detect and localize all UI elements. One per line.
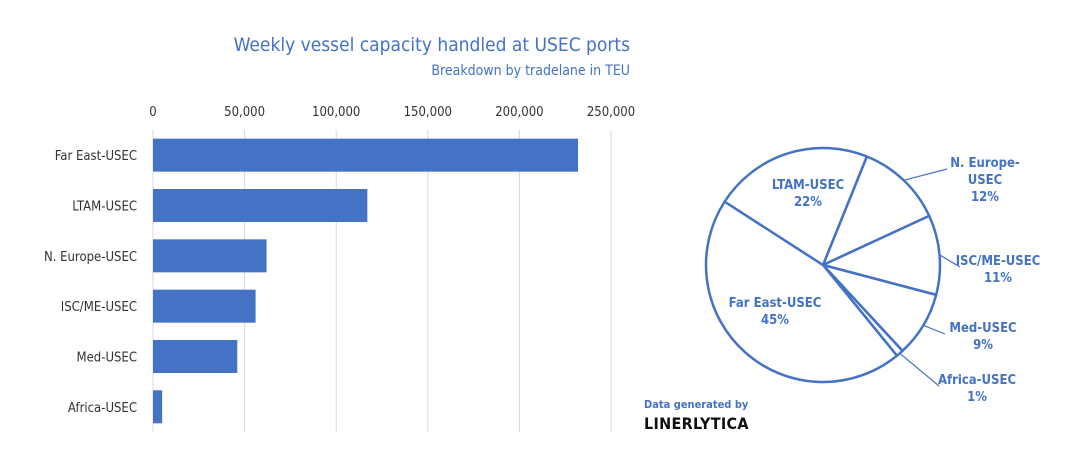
leader-line	[903, 168, 948, 181]
pie-slice	[821, 263, 938, 353]
pie-slice-percent: 45%	[761, 313, 789, 328]
bar	[153, 239, 267, 273]
leader-line	[939, 254, 961, 268]
category-label: Africa-USEC	[68, 401, 137, 416]
pie-slice-percent: 12%	[971, 190, 999, 205]
category-label: Far East-USEC	[55, 149, 137, 164]
pie-slice	[723, 146, 869, 267]
credit-logo: LINERLYTICA	[644, 414, 749, 433]
bar	[153, 289, 256, 323]
chart-title: Weekly vessel capacity handled at USEC p…	[233, 34, 630, 56]
category-label: LTAM-USEC	[72, 200, 137, 215]
pie-slice-label: Far East-USEC	[729, 296, 822, 311]
leader-line	[899, 352, 940, 387]
pie-slice-label: ISC/ME-USEC	[956, 254, 1041, 269]
chart-subtitle: Breakdown by tradelane in TEU	[431, 63, 630, 79]
leader-line	[923, 324, 946, 335]
bar	[153, 390, 163, 424]
pie-slice	[821, 214, 942, 297]
x-tick-label: 100,000	[312, 105, 360, 120]
bar	[153, 340, 238, 373]
pie-slice-percent: 1%	[967, 390, 987, 405]
pie-slice-label: Med-USEC	[949, 321, 1016, 336]
pie-slice-label: LTAM-USEC	[772, 178, 844, 193]
pie-slice-percent: 22%	[794, 195, 822, 210]
category-label: ISC/ME-USEC	[61, 300, 137, 315]
pie-slice	[704, 200, 899, 384]
pie-slice	[821, 155, 931, 267]
bar	[153, 189, 368, 222]
pie-slice-label: N. Europe-	[950, 156, 1020, 171]
pie-slice-percent: 9%	[973, 338, 993, 353]
pie-slice	[821, 263, 904, 357]
x-tick-label: 50,000	[224, 105, 265, 120]
category-label: Med-USEC	[77, 351, 138, 366]
pie-slice-percent: 11%	[984, 271, 1012, 286]
credit-line: Data generated by	[644, 398, 749, 411]
bar-chart: 0 50,000 100,000 150,000 200,000 250,000 Far E…	[44, 105, 635, 432]
pie-slice-label: USEC	[968, 173, 1003, 188]
x-tick-label: 150,000	[404, 105, 452, 120]
x-tick-label: 250,000	[587, 105, 635, 120]
category-label: N. Europe-USEC	[44, 250, 137, 265]
pie-slice-label: Africa-USEC	[938, 373, 1016, 388]
bar	[153, 138, 579, 172]
x-tick-label: 0	[149, 105, 156, 120]
x-tick-label: 200,000	[495, 105, 543, 120]
